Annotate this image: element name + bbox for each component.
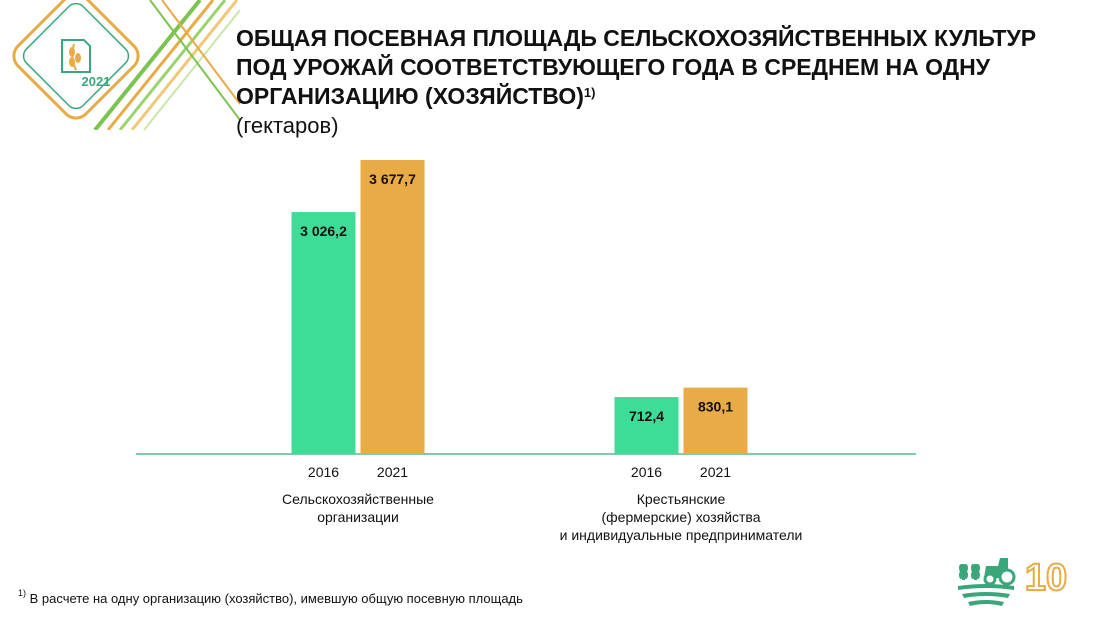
logo-year: 2021	[82, 74, 111, 89]
footnote-text: В расчете на одну организацию (хозяйство…	[29, 591, 523, 606]
x-tick-label: 2021	[700, 464, 731, 480]
chart-units: (гектаров)	[236, 113, 339, 138]
chart-title-text: ОБЩАЯ ПОСЕВНАЯ ПЛОЩАДЬ СЕЛЬСКОХОЗЯЙСТВЕН…	[236, 25, 1037, 109]
data-label: 830,1	[698, 399, 733, 415]
footnote: 1) В расчете на одну организацию (хозяйс…	[18, 588, 523, 606]
data-label: 3 026,2	[300, 223, 347, 239]
logo-stripes	[93, 0, 240, 130]
chart-title: ОБЩАЯ ПОСЕВНАЯ ПЛОЩАДЬ СЕЛЬСКОХОЗЯЙСТВЕН…	[236, 24, 1076, 111]
footnote-mark: 1)	[18, 588, 27, 598]
x-tick-label: 2016	[631, 464, 662, 480]
bar-2021-0	[360, 160, 425, 454]
badge-number: 10	[1025, 557, 1067, 599]
title-footnote-mark: 1)	[583, 85, 596, 100]
logo-diamond	[12, 0, 140, 120]
data-label: 712,4	[629, 408, 664, 424]
x-tick-label: 2016	[308, 464, 339, 480]
bar-2021-1	[683, 387, 748, 454]
category-label: Сельскохозяйственные организации	[282, 491, 434, 525]
census-logo: 2021	[12, 0, 240, 130]
x-tick-label: 2021	[377, 464, 408, 480]
data-label: 3 677,7	[369, 171, 416, 187]
farm-tractor-icon: 10	[958, 556, 1068, 606]
bar-2016-0	[291, 212, 356, 454]
category-label: Крестьянские (фермерские) хозяйства и инди…	[560, 491, 803, 543]
bar-2016-1	[614, 397, 679, 454]
